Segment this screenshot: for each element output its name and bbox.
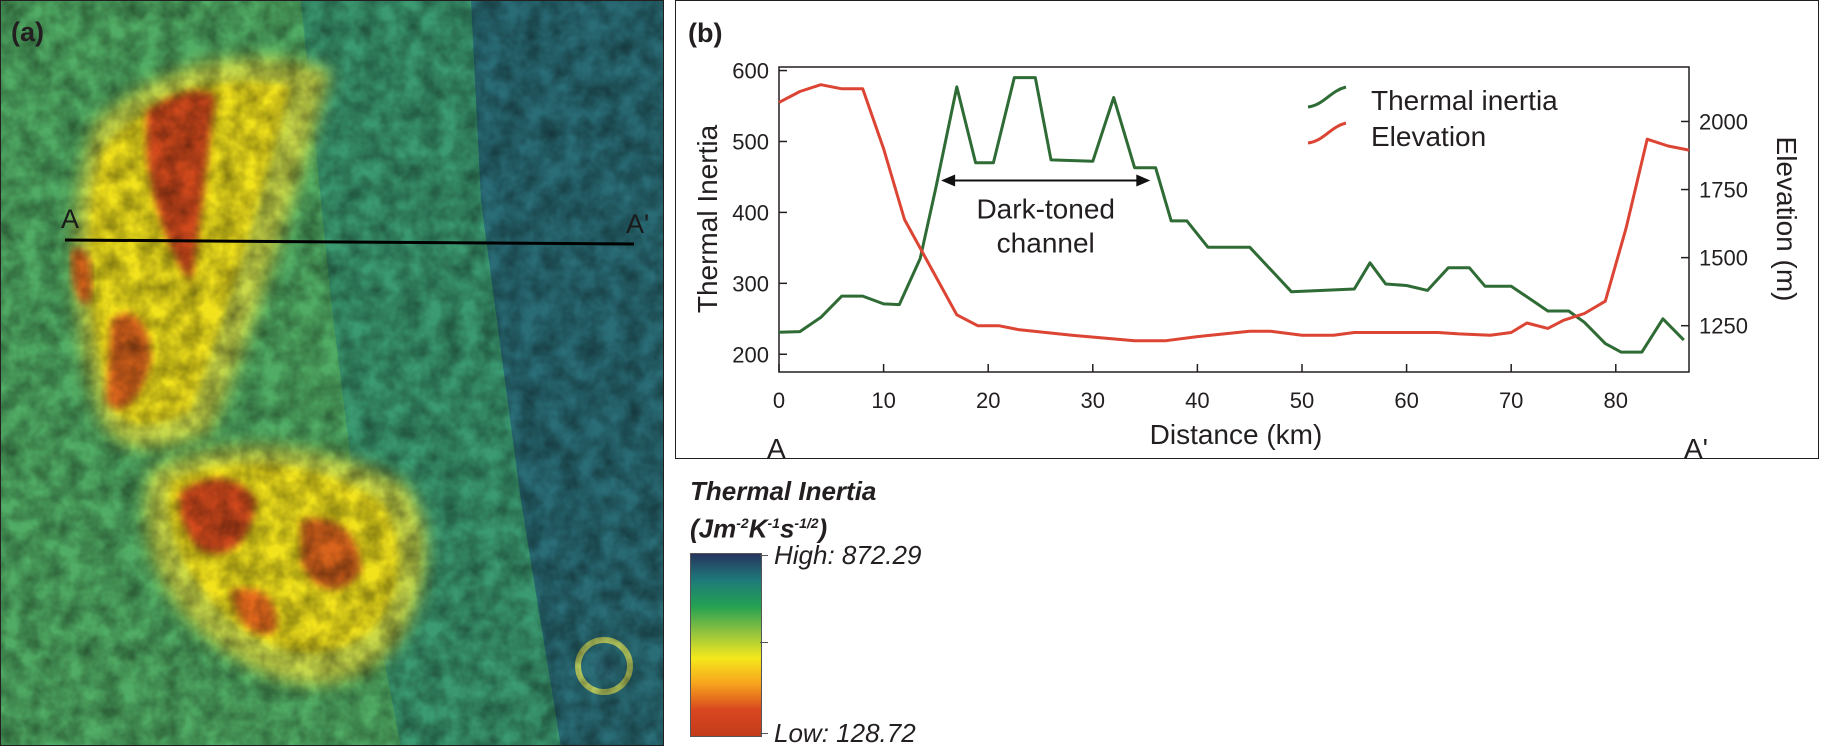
thermal-inertia-map: A A' <box>1 1 664 746</box>
color-ramp-legend: Thermal Inertia (Jm-2K-1s-1/2) High: 872… <box>690 475 1010 746</box>
legend-symbol-thermal-inertia <box>1308 87 1346 107</box>
x-tick-label: 50 <box>1290 388 1314 413</box>
ramp-tick-high <box>760 555 768 556</box>
left-y-tick-label: 300 <box>732 271 769 296</box>
left-y-tick-label: 500 <box>732 129 769 154</box>
left-y-tick-label: 400 <box>732 200 769 225</box>
profile-chart-panel: (b) 0 10 20 30 40 50 60 70 80 200 300 400 500 600 12… <box>675 0 1819 459</box>
legend-label-thermal-inertia: Thermal inertia <box>1371 85 1558 116</box>
annotation-line-1: Dark-toned <box>976 193 1115 224</box>
color-ramp-bar <box>690 553 762 737</box>
thermal-inertia-map-panel: A A' (a) <box>0 0 664 746</box>
ramp-tick-mid <box>760 642 768 643</box>
map-start-label: A <box>61 204 79 234</box>
right-y-tick-label: 1250 <box>1699 314 1748 339</box>
right-y-tick-label: 2000 <box>1699 109 1748 134</box>
channel-annotation: Dark-toned channel <box>941 174 1150 258</box>
legend-low-label: Low: 128.72 <box>774 718 916 749</box>
x-tick-label: 40 <box>1185 388 1209 413</box>
panel-b-tag: (b) <box>688 18 722 48</box>
ramp-tick-low <box>760 733 768 734</box>
right-y-axis-label: Elevation (m) <box>1771 137 1802 302</box>
chart-legend: Thermal inertia Elevation <box>1308 85 1558 152</box>
thermal-inertia-line <box>779 78 1684 353</box>
profile-start-label: A <box>767 433 786 460</box>
arrow-head-right <box>1136 174 1150 186</box>
right-y-axis: 1250 1500 1750 2000 <box>1681 109 1748 338</box>
x-axis-label: Distance (km) <box>1150 419 1323 450</box>
panel-a-tag: (a) <box>11 17 44 48</box>
x-tick-label: 20 <box>976 388 1000 413</box>
x-tick-label: 10 <box>871 388 895 413</box>
x-tick-label: 80 <box>1604 388 1628 413</box>
left-y-tick-label: 200 <box>732 342 769 367</box>
arrow-head-left <box>941 174 955 186</box>
legend-unit: (Jm-2K-1s-1/2) <box>690 507 1010 545</box>
left-y-axis-label: Thermal Inertia <box>692 124 723 313</box>
map-end-label: A' <box>626 209 649 239</box>
legend-high-label: High: 872.29 <box>774 540 921 571</box>
legend-symbol-elevation <box>1308 123 1346 143</box>
x-tick-label: 60 <box>1394 388 1418 413</box>
x-tick-label: 30 <box>1081 388 1105 413</box>
x-tick-label: 70 <box>1499 388 1523 413</box>
left-y-tick-label: 600 <box>732 59 769 84</box>
right-y-tick-label: 1500 <box>1699 246 1748 271</box>
x-tick-label: 0 <box>773 388 785 413</box>
series-layer <box>779 78 1689 353</box>
legend-label-elevation: Elevation <box>1371 121 1486 152</box>
legend-title: Thermal Inertia <box>690 475 1010 507</box>
right-y-tick-label: 1750 <box>1699 178 1748 203</box>
elevation-line <box>779 85 1689 341</box>
profile-end-label: A' <box>1684 433 1708 460</box>
profile-chart: (b) 0 10 20 30 40 50 60 70 80 200 300 400 500 600 12… <box>676 1 1820 460</box>
annotation-line-2: channel <box>997 227 1095 258</box>
